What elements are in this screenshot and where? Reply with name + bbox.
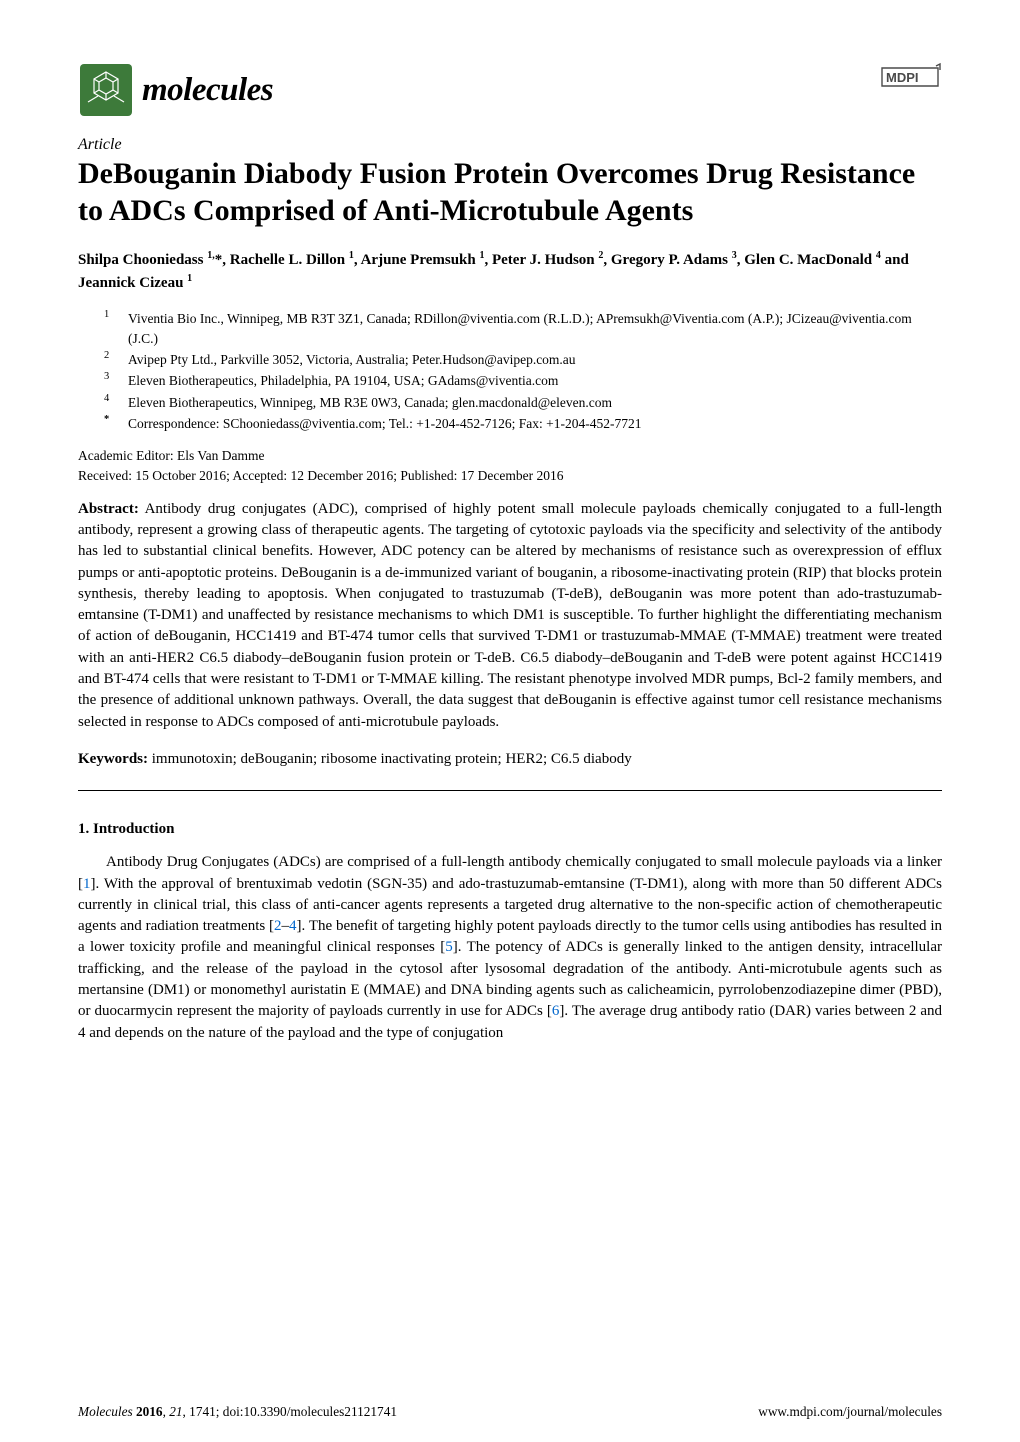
keywords-text: immunotoxin; deBouganin; ribosome inacti… — [148, 751, 632, 767]
affiliation-text: Avipep Pty Ltd., Parkville 3052, Victori… — [128, 350, 942, 370]
article-title: DeBouganin Diabody Fusion Protein Overco… — [78, 156, 942, 229]
affiliation-text: Eleven Biotherapeutics, Winnipeg, MB R3E… — [128, 393, 942, 413]
affiliations-block: 1 Viventia Bio Inc., Winnipeg, MB R3T 3Z… — [78, 309, 942, 435]
affiliation-row: * Correspondence: SChooniedass@viventia.… — [104, 414, 942, 434]
affiliation-row: 2 Avipep Pty Ltd., Parkville 3052, Victo… — [104, 350, 942, 370]
affiliation-num: * — [104, 412, 114, 432]
section-divider — [78, 790, 942, 791]
affiliation-text: Correspondence: SChooniedass@viventia.co… — [128, 414, 942, 434]
affiliation-num: 2 — [104, 348, 114, 368]
affiliation-num: 1 — [104, 307, 114, 348]
affiliation-num: 4 — [104, 391, 114, 411]
abstract-label: Abstract: — [78, 501, 139, 517]
keywords-label: Keywords: — [78, 751, 148, 767]
publication-dates: Received: 15 October 2016; Accepted: 12 … — [78, 466, 942, 486]
academic-editor: Academic Editor: Els Van Damme — [78, 446, 942, 466]
abstract-text: Antibody drug conjugates (ADC), comprise… — [78, 501, 942, 730]
molecules-logo-icon — [78, 62, 134, 118]
mdpi-text: MDPI — [886, 70, 919, 85]
header: molecules MDPI — [78, 62, 942, 118]
footer-url: www.mdpi.com/journal/molecules — [758, 1404, 942, 1420]
footer-citation: Molecules 2016, 21, 1741; doi:10.3390/mo… — [78, 1404, 397, 1420]
section-heading-introduction: 1. Introduction — [78, 821, 942, 838]
journal-logo-block: molecules — [78, 62, 273, 118]
keywords-block: Keywords: immunotoxin; deBouganin; ribos… — [78, 749, 942, 770]
affiliation-row: 3 Eleven Biotherapeutics, Philadelphia, … — [104, 371, 942, 391]
affiliation-row: 4 Eleven Biotherapeutics, Winnipeg, MB R… — [104, 393, 942, 413]
page-footer: Molecules 2016, 21, 1741; doi:10.3390/mo… — [78, 1404, 942, 1420]
article-type: Article — [78, 136, 942, 154]
authors-line: Shilpa Chooniedass 1,*, Rachelle L. Dill… — [78, 249, 942, 295]
mdpi-logo-icon: MDPI — [878, 62, 942, 102]
journal-name: molecules — [142, 72, 273, 109]
affiliation-text: Viventia Bio Inc., Winnipeg, MB R3T 3Z1,… — [128, 309, 942, 350]
affiliation-num: 3 — [104, 369, 114, 389]
editor-dates-block: Academic Editor: Els Van Damme Received:… — [78, 446, 942, 487]
abstract-block: Abstract: Antibody drug conjugates (ADC)… — [78, 499, 942, 733]
introduction-paragraph: Antibody Drug Conjugates (ADCs) are comp… — [78, 852, 942, 1044]
affiliation-text: Eleven Biotherapeutics, Philadelphia, PA… — [128, 371, 942, 391]
affiliation-row: 1 Viventia Bio Inc., Winnipeg, MB R3T 3Z… — [104, 309, 942, 350]
